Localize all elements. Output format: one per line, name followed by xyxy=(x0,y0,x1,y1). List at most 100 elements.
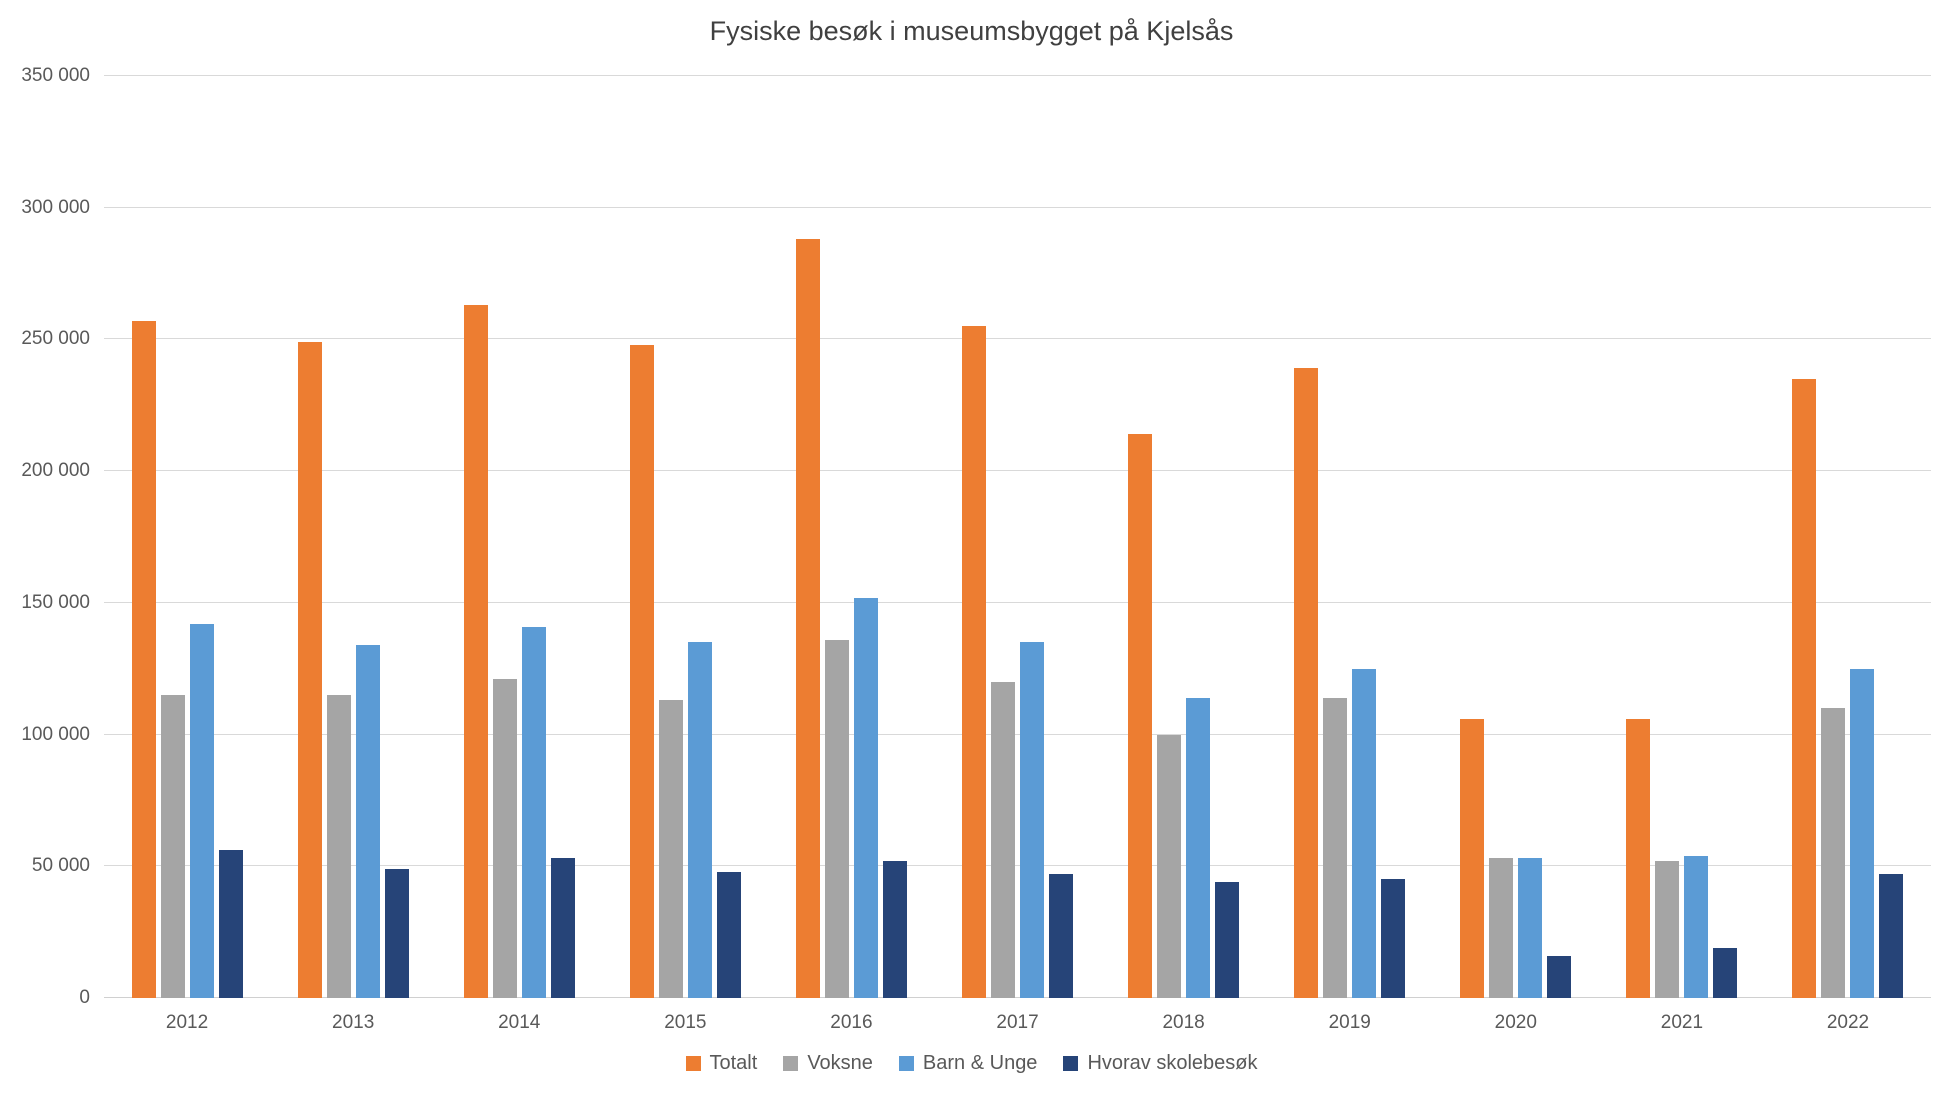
bar-group-2022 xyxy=(1765,76,1931,998)
bar-hvorav-skolebes-k-2019 xyxy=(1381,879,1406,998)
y-axis-tick-label: 0 xyxy=(79,987,90,1008)
legend: Totalt Voksne Barn & Unge Hvorav skolebesøk xyxy=(0,1052,1943,1075)
x-axis-line xyxy=(104,997,1931,998)
bar-hvorav-skolebes-k-2013 xyxy=(384,868,409,998)
x-axis-tick-label-2020: 2020 xyxy=(1494,1012,1537,1033)
bar-totalt-2014 xyxy=(463,305,488,998)
x-axis-tick-label-2015: 2015 xyxy=(664,1012,707,1033)
bar-voksne-2014 xyxy=(492,679,517,998)
gridlines xyxy=(104,75,1931,998)
bar-barn-unge-2017 xyxy=(1020,642,1045,998)
legend-label: Totalt xyxy=(709,1052,758,1074)
y-axis-tick-label: 250 000 xyxy=(21,328,90,350)
x-axis-tick-label-2018: 2018 xyxy=(1162,1012,1205,1033)
legend-swatch-icon xyxy=(783,1056,799,1071)
x-axis: 2012 2013 2014 2015 2016 2017 2018 2019 2020 2021… xyxy=(104,1012,1931,1034)
gridline xyxy=(104,733,1931,735)
bar-totalt-2017 xyxy=(962,326,987,998)
bar-barn-unge-2021 xyxy=(1684,855,1709,998)
bar-totalt-2012 xyxy=(131,321,156,998)
bar-barn-unge-2013 xyxy=(355,645,380,998)
bar-hvorav-skolebes-k-2022 xyxy=(1879,874,1904,998)
y-axis-tick-label: 200 000 xyxy=(21,460,90,482)
bar-totalt-2015 xyxy=(629,344,654,998)
y-axis: 0 50 000 100 000 150 000 200 000 250 000 300 0… xyxy=(0,65,90,1008)
bar-groups xyxy=(104,76,1931,998)
bar-totalt-2018 xyxy=(1128,434,1153,998)
legend-item-hvorav-skolebes-k: Hvorav skolebesøk xyxy=(1063,1052,1258,1075)
x-axis-tick-label-2016: 2016 xyxy=(830,1012,873,1033)
gridline xyxy=(104,865,1931,867)
gridline xyxy=(104,338,1931,340)
bar-voksne-2019 xyxy=(1323,697,1348,998)
x-axis-tick-label-2014: 2014 xyxy=(498,1012,541,1033)
legend-swatch-icon xyxy=(685,1056,701,1071)
gridline xyxy=(104,206,1931,208)
bar-totalt-2021 xyxy=(1626,718,1651,998)
bar-voksne-2012 xyxy=(160,695,185,998)
bar-hvorav-skolebes-k-2020 xyxy=(1547,955,1572,998)
bar-barn-unge-2012 xyxy=(189,623,214,998)
x-axis-tick-label-2022: 2022 xyxy=(1826,1012,1870,1033)
y-axis-tick-label: 50 000 xyxy=(31,855,90,877)
bar-group-2019 xyxy=(1267,76,1433,998)
bar-barn-unge-2022 xyxy=(1850,668,1875,998)
y-axis-tick-label: 150 000 xyxy=(21,591,90,613)
bar-barn-unge-2016 xyxy=(853,597,878,998)
bar-group-2014 xyxy=(436,76,602,998)
bar-group-2020 xyxy=(1433,76,1599,998)
bar-hvorav-skolebes-k-2018 xyxy=(1215,882,1240,998)
bar-hvorav-skolebes-k-2016 xyxy=(882,861,907,998)
plot-area xyxy=(104,75,1931,998)
bar-voksne-2020 xyxy=(1489,858,1514,998)
bar-barn-unge-2020 xyxy=(1518,858,1543,998)
gridline xyxy=(104,75,1931,76)
bar-barn-unge-2014 xyxy=(521,626,546,998)
bar-totalt-2013 xyxy=(297,342,322,998)
y-axis-tick-label: 100 000 xyxy=(21,723,90,745)
legend-label: Hvorav skolebesøk xyxy=(1087,1052,1258,1074)
bar-voksne-2015 xyxy=(658,700,683,998)
legend-label: Voksne xyxy=(807,1052,873,1074)
legend-swatch-icon xyxy=(1063,1056,1079,1071)
bar-totalt-2016 xyxy=(795,239,820,998)
bar-voksne-2018 xyxy=(1157,734,1182,998)
x-axis-tick-label-2012: 2012 xyxy=(165,1012,209,1033)
bar-totalt-2022 xyxy=(1792,378,1817,998)
bar-group-2017 xyxy=(934,76,1100,998)
bar-group-2015 xyxy=(602,76,768,998)
legend-label: Barn & Unge xyxy=(922,1052,1038,1074)
bar-voksne-2021 xyxy=(1655,861,1680,998)
bar-hvorav-skolebes-k-2021 xyxy=(1713,947,1738,998)
bar-group-2012 xyxy=(104,76,270,998)
bar-group-2013 xyxy=(270,76,436,998)
bar-voksne-2022 xyxy=(1821,708,1846,998)
gridline xyxy=(104,601,1931,603)
gridline xyxy=(104,470,1931,472)
bar-hvorav-skolebes-k-2015 xyxy=(716,871,741,998)
y-axis-tick-label: 300 000 xyxy=(21,196,90,218)
chart-title: Fysiske besøk i museumsbygget på Kjelsås xyxy=(709,16,1234,46)
bar-barn-unge-2018 xyxy=(1186,697,1211,998)
bar-group-2016 xyxy=(768,76,934,998)
legend-item-voksne: Voksne xyxy=(783,1052,873,1075)
y-axis-tick-label: 350 000 xyxy=(21,65,90,86)
bar-barn-unge-2015 xyxy=(687,642,712,998)
bar-hvorav-skolebes-k-2017 xyxy=(1049,874,1074,998)
bar-voksne-2013 xyxy=(326,695,351,998)
x-axis-tick-label-2021: 2021 xyxy=(1660,1012,1704,1033)
bar-group-2021 xyxy=(1599,76,1765,998)
x-axis-tick-label-2013: 2013 xyxy=(332,1012,375,1033)
x-axis-tick-label-2017: 2017 xyxy=(996,1012,1039,1033)
x-axis-tick-label-2019: 2019 xyxy=(1328,1012,1371,1033)
bar-voksne-2016 xyxy=(824,639,849,998)
legend-item-barn-unge: Barn & Unge xyxy=(898,1052,1038,1075)
bar-voksne-2017 xyxy=(991,681,1016,998)
bar-totalt-2020 xyxy=(1460,718,1485,998)
legend-swatch-icon xyxy=(898,1056,914,1071)
bar-barn-unge-2019 xyxy=(1352,668,1377,998)
bar-group-2018 xyxy=(1101,76,1267,998)
bar-totalt-2019 xyxy=(1294,368,1319,998)
bar-hvorav-skolebes-k-2012 xyxy=(218,850,243,998)
